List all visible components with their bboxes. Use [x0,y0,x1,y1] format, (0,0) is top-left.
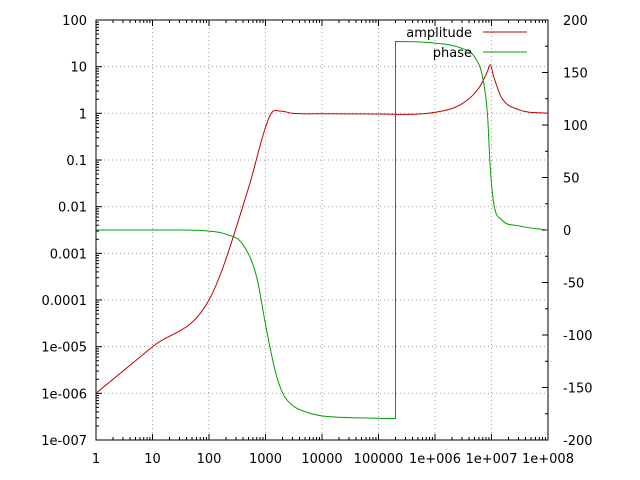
axis-ticks: 1 10 100 1000 10000 100000 1e+006 1e+007 1e+0081… [41,14,592,467]
y-tick-label: 100 [62,14,87,29]
y-tick-label: 0.1 [66,154,87,169]
y2-tick-label: 50 [563,172,580,187]
phase-line [95,40,549,420]
y-tick-label: 1e-006 [41,387,87,402]
legend: amplitude phase [406,26,527,61]
y2-tick-label: 100 [563,119,588,134]
x-tick-label: 1 [92,452,100,467]
x-tick-label: 1e+008 [522,452,574,467]
y2-tick-label: -150 [563,382,593,397]
y-tick-label: 1 [79,107,87,122]
x-tick-label: 10000 [301,452,342,467]
x-tick-label: 1000 [249,452,282,467]
y2-tick-label: 150 [563,67,588,82]
series-lines [95,40,549,420]
y-tick-label: 0.0001 [42,294,88,309]
y-tick-label: 1e-005 [41,341,87,356]
y2-tick-label: -200 [563,434,593,449]
y2-tick-label: 200 [563,14,588,29]
y2-tick-label: -100 [563,329,593,344]
y-tick-label: 0.01 [58,201,87,216]
x-tick-label: 1e+006 [409,452,461,467]
x-tick-label: 10 [144,452,161,467]
y-tick-label: 10 [70,61,87,76]
legend-label-phase: phase [433,46,472,61]
legend-label-amplitude: amplitude [406,26,472,41]
y2-tick-label: -50 [563,277,584,292]
y-tick-label: 1e-007 [41,434,87,449]
amplitude-line [95,64,549,394]
x-tick-label: 100000 [354,452,404,467]
y-tick-label: 0.001 [50,247,87,262]
x-tick-label: 100 [197,452,222,467]
x-tick-label: 1e+007 [466,452,518,467]
grid [96,20,548,440]
y2-tick-label: 0 [563,224,571,239]
